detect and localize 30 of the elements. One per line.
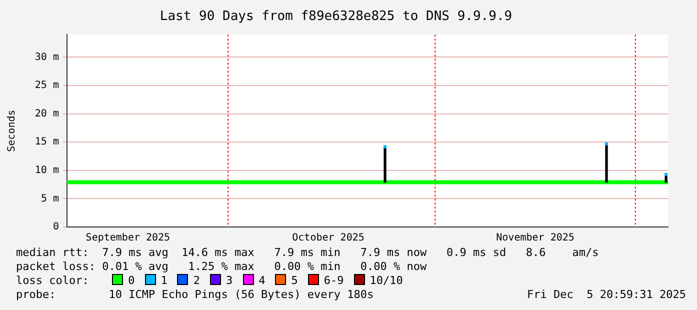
text: probe: 10 ICMP Echo Pings (56 Bytes) every 180s	[16, 288, 374, 301]
legend-label: 1	[160, 274, 168, 287]
y-axis-title: Seconds	[6, 110, 18, 152]
legend-label: 10/10	[370, 274, 403, 287]
text: packet loss: 0.01 % avg 1.25 % max 0.00 % min 0.00 % now	[16, 260, 428, 274]
y-tick-label: 15 m	[34, 136, 59, 148]
y-tick-label: 10 m	[34, 165, 59, 176]
y-tick-label: 25 m	[34, 80, 59, 92]
x-tick-label: November 2025	[496, 232, 574, 244]
y-tick-label: 5 m	[40, 193, 59, 204]
text: Fri Dec 5 20:59:31 2025	[527, 288, 686, 302]
bar	[605, 143, 608, 183]
y-tick-label: 30 m	[34, 52, 59, 63]
y-tick-label: 0	[52, 222, 59, 233]
y-tick-label: 20 m	[34, 108, 59, 120]
chart-title: Last 90 Days from f89e6328e825 to DNS 9.9.9.9	[160, 9, 512, 24]
legend-label: 3	[226, 274, 233, 287]
point	[664, 172, 668, 176]
legend-label: 5	[291, 274, 298, 287]
legend-label: 4	[258, 274, 266, 287]
legend-label: 0	[128, 274, 135, 287]
point	[383, 145, 387, 148]
legend-label: 2	[193, 274, 200, 287]
bar	[384, 146, 386, 183]
legend-title: loss color:	[16, 274, 90, 287]
text: median rtt: 7.9 ms avg 14.6 ms max 7.9 ms min 7.9 ms now 0.9 ms sd 8.6 am/s	[16, 246, 600, 260]
point	[604, 142, 608, 146]
x-tick-label: September 2025	[86, 232, 170, 244]
x-tick-label: October 2025	[292, 232, 364, 244]
legend-label: 6-9	[324, 274, 344, 287]
